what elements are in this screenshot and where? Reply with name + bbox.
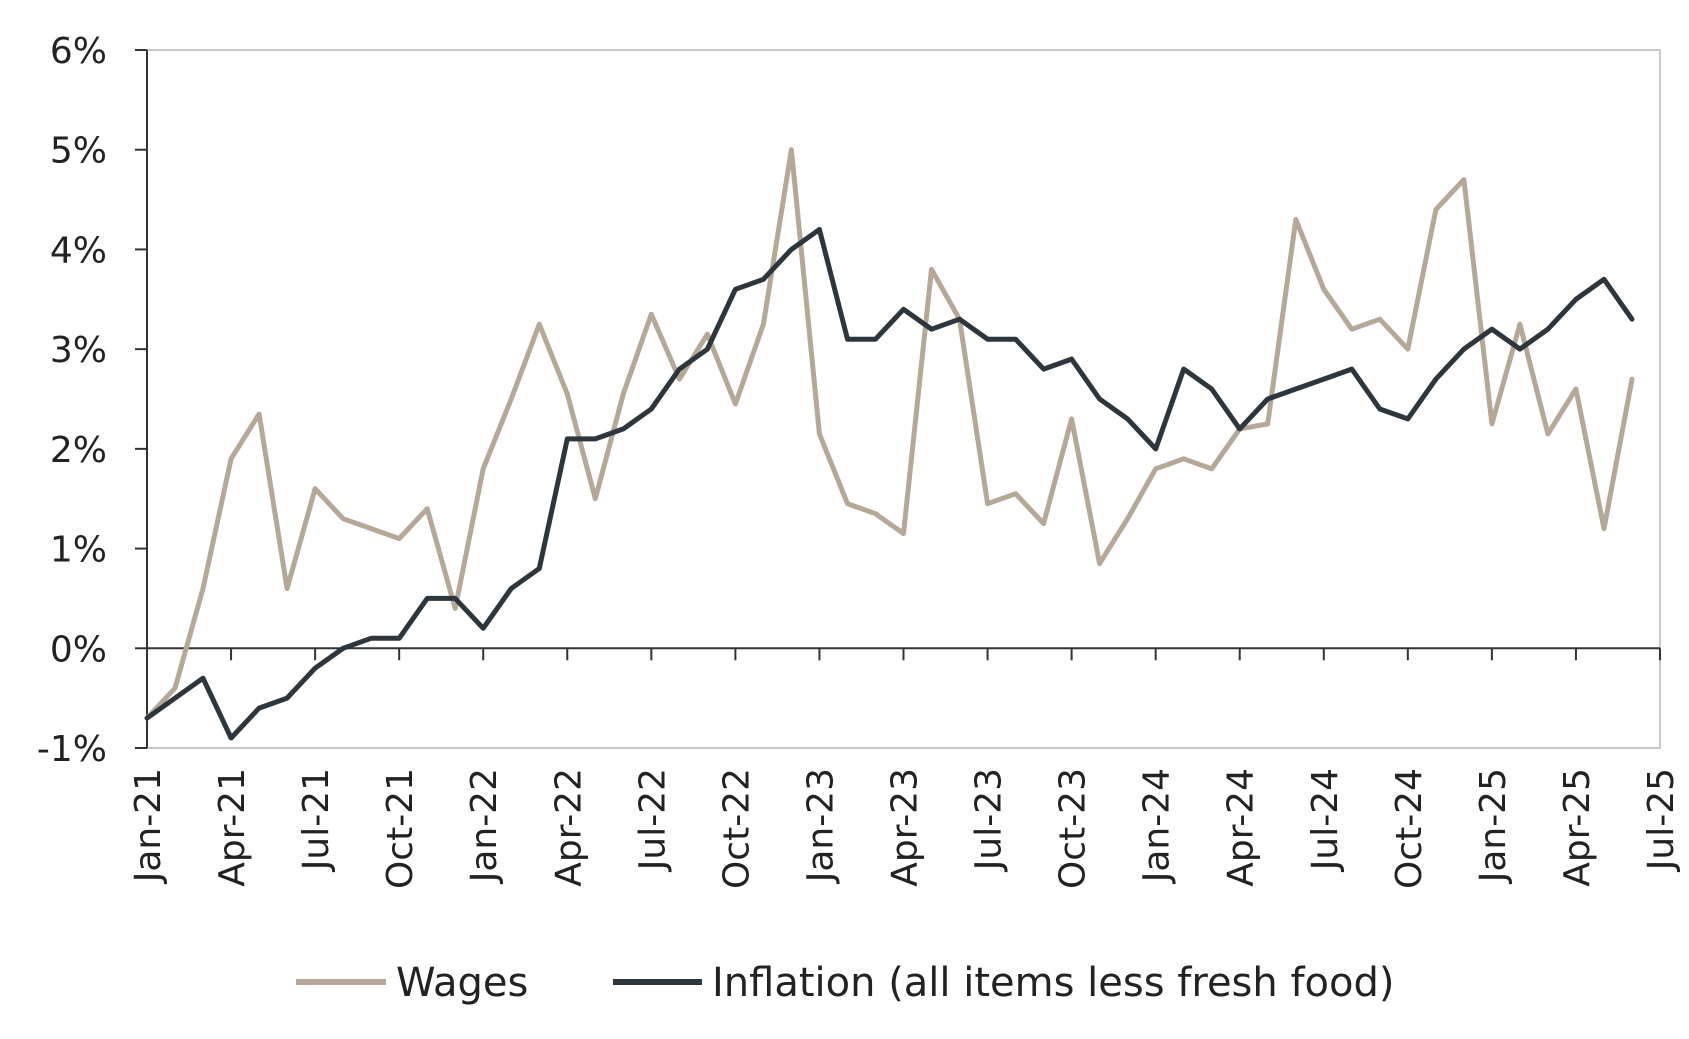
x-tick-label: Oct-23 <box>1053 768 1094 889</box>
plot-area-border <box>146 49 1661 749</box>
y-tick-label: -1% <box>37 729 107 770</box>
y-tick-label: 0% <box>50 629 107 670</box>
y-tick-label: 6% <box>50 31 107 72</box>
x-tick-label: Apr-25 <box>1557 768 1598 887</box>
x-tick-label: Jan-23 <box>800 768 841 884</box>
x-tick-label: Jan-25 <box>1473 768 1514 884</box>
x-tick-label: Apr-21 <box>212 768 253 887</box>
x-tick-label: Oct-21 <box>380 768 421 889</box>
y-tick-label: 5% <box>50 131 107 172</box>
x-tick-label: Jan-22 <box>464 768 505 884</box>
x-tick-label: Apr-22 <box>548 768 589 887</box>
series-line-inflation <box>144 227 1635 741</box>
x-tick-label: Jan-24 <box>1137 768 1178 884</box>
x-tick-label: Jul-24 <box>1305 768 1346 872</box>
y-tick-label: 2% <box>50 430 107 471</box>
x-tick-label: Jul-21 <box>296 768 337 872</box>
y-tick-label: 3% <box>50 330 107 371</box>
x-tick-label: Jul-23 <box>969 768 1010 872</box>
y-tick-label: 1% <box>50 530 107 571</box>
x-tick-label: Apr-24 <box>1221 768 1262 887</box>
legend-label: Wages <box>396 960 528 1006</box>
x-tick-label: Apr-23 <box>885 768 926 887</box>
x-tick-label: Jul-22 <box>632 768 673 872</box>
x-tick-label: Oct-22 <box>716 768 757 889</box>
y-tick-label: 4% <box>50 230 107 271</box>
x-tick-label: Jul-25 <box>1641 768 1682 872</box>
x-tick-label: Oct-24 <box>1389 768 1430 889</box>
legend-label: Inflation (all items less fresh food) <box>712 960 1394 1006</box>
x-tick-label: Jan-21 <box>128 768 169 884</box>
legend-item-inflation: Inflation (all items less fresh food) <box>613 960 1394 1006</box>
legend-item-wages: Wages <box>296 960 528 1006</box>
series-line-wages <box>144 147 1635 721</box>
